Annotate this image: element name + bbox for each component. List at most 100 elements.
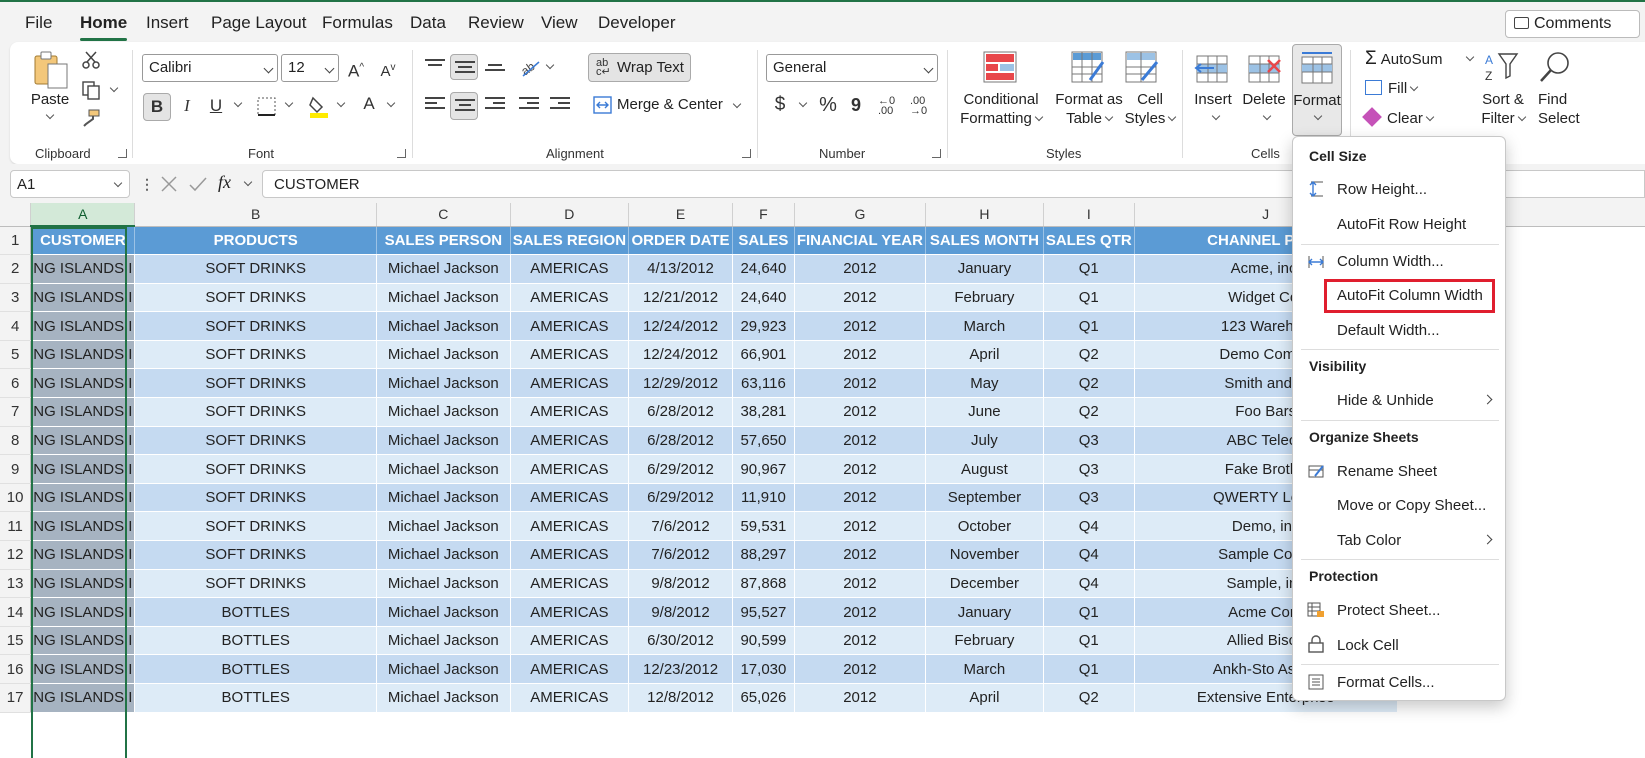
table-cell[interactable]: 12/8/2012 (628, 683, 734, 713)
fill-color-dropdown-icon[interactable] (336, 98, 346, 108)
table-cell[interactable]: Q3 (1043, 426, 1135, 456)
table-cell[interactable]: 2012 (794, 626, 926, 656)
table-cell[interactable]: October (925, 511, 1044, 542)
row-header[interactable]: 9 (0, 454, 32, 484)
table-cell[interactable]: Q2 (1043, 397, 1135, 427)
table-cell[interactable]: August (925, 454, 1044, 484)
table-cell[interactable]: 2012 (794, 368, 926, 399)
orientation-icon[interactable]: ab (519, 56, 543, 78)
column-header[interactable]: B (134, 203, 377, 227)
table-cell[interactable]: 63,116 (732, 368, 795, 399)
table-cell[interactable]: SOFT DRINKS (134, 540, 377, 570)
wrap-text-button[interactable]: ab c↵ Wrap Text (588, 53, 691, 82)
row-header[interactable]: 16 (0, 654, 32, 684)
delete-cells-button[interactable]: Delete (1242, 91, 1286, 108)
number-format-select[interactable]: General (766, 54, 938, 82)
table-cell[interactable]: September (925, 483, 1044, 513)
table-cell[interactable]: SOFT DRINKS (134, 340, 377, 370)
decrease-indent-icon[interactable] (519, 97, 539, 113)
table-cell[interactable]: 11,910 (732, 483, 795, 513)
menu-item-autofit-column-width[interactable]: AutoFit Column Width (1337, 287, 1483, 304)
table-cell[interactable]: NG ISLANDS I (30, 511, 136, 542)
row-header[interactable]: 17 (0, 683, 32, 713)
table-cell[interactable]: 12/21/2012 (628, 283, 734, 313)
row-header[interactable]: 10 (0, 483, 32, 513)
table-cell[interactable]: BOTTLES (134, 683, 377, 713)
table-cell[interactable]: NG ISLANDS I (30, 540, 136, 570)
conditional-formatting-button[interactable]: Conditional Formatting (958, 90, 1044, 128)
table-cell[interactable]: NG ISLANDS I (30, 311, 136, 341)
number-launcher-icon[interactable] (932, 149, 941, 158)
menu-item-column-width[interactable]: Column Width... (1337, 253, 1444, 270)
table-cell[interactable]: January (925, 597, 1044, 627)
table-cell[interactable]: Michael Jackson (376, 454, 511, 484)
header-cell[interactable]: CUSTOMER (30, 226, 136, 256)
font-name-select[interactable]: Calibri (142, 54, 278, 82)
table-cell[interactable]: 6/29/2012 (628, 483, 734, 513)
table-cell[interactable]: 9/8/2012 (628, 569, 734, 599)
find-select-button[interactable]: Find Select (1538, 90, 1580, 128)
row-header[interactable]: 13 (0, 569, 32, 599)
table-cell[interactable]: Michael Jackson (376, 626, 511, 656)
table-cell[interactable]: 12/24/2012 (628, 340, 734, 370)
fill-color-icon[interactable] (308, 94, 330, 118)
table-cell[interactable]: 24,640 (732, 283, 795, 313)
table-cell[interactable]: February (925, 283, 1044, 313)
table-cell[interactable]: 9/8/2012 (628, 597, 734, 627)
align-center-button[interactable] (450, 92, 478, 120)
table-cell[interactable]: 2012 (794, 426, 926, 456)
bold-button[interactable]: B (143, 93, 171, 121)
table-cell[interactable]: Q1 (1043, 654, 1135, 684)
orientation-dropdown-icon[interactable] (545, 60, 555, 70)
table-cell[interactable]: 2012 (794, 397, 926, 427)
table-cell[interactable]: NG ISLANDS I (30, 368, 136, 399)
format-as-table-button[interactable]: Format as Table (1046, 90, 1132, 128)
italic-button[interactable]: I (184, 96, 190, 115)
table-cell[interactable]: 2012 (794, 311, 926, 341)
select-all-corner[interactable] (0, 203, 32, 227)
table-cell[interactable]: July (925, 426, 1044, 456)
table-cell[interactable]: AMERICAS (510, 368, 630, 399)
header-cell[interactable]: SALES MONTH (925, 226, 1044, 256)
tab-insert[interactable]: Insert (146, 13, 189, 32)
table-cell[interactable]: 2012 (794, 569, 926, 599)
format-cells-button[interactable]: Format (1292, 44, 1342, 136)
table-cell[interactable]: SOFT DRINKS (134, 254, 377, 284)
table-cell[interactable]: 90,599 (732, 626, 795, 656)
table-cell[interactable]: April (925, 683, 1044, 713)
table-cell[interactable]: AMERICAS (510, 454, 630, 484)
table-cell[interactable]: AMERICAS (510, 283, 630, 313)
table-cell[interactable]: SOFT DRINKS (134, 569, 377, 599)
copy-icon[interactable] (81, 80, 101, 100)
merge-center-button[interactable]: Merge & Center (593, 96, 723, 114)
table-cell[interactable]: 66,901 (732, 340, 795, 370)
font-color-button[interactable]: A (363, 94, 375, 113)
table-cell[interactable]: 6/29/2012 (628, 454, 734, 484)
menu-item-protect-sheet[interactable]: Protect Sheet... (1337, 602, 1441, 619)
table-cell[interactable]: NG ISLANDS I (30, 597, 136, 627)
tab-view[interactable]: View (541, 13, 578, 32)
table-cell[interactable]: Michael Jackson (376, 397, 511, 427)
table-cell[interactable]: 7/6/2012 (628, 540, 734, 570)
header-cell[interactable]: PRODUCTS (134, 226, 377, 256)
column-header[interactable]: C (376, 203, 511, 227)
table-cell[interactable]: 88,297 (732, 540, 795, 570)
table-cell[interactable]: NG ISLANDS I (30, 569, 136, 599)
row-header[interactable]: 8 (0, 426, 32, 456)
table-cell[interactable]: 2012 (794, 683, 926, 713)
borders-icon[interactable] (257, 97, 276, 116)
table-cell[interactable]: Michael Jackson (376, 311, 511, 341)
sort-filter-button[interactable]: Sort & Filter (1476, 90, 1530, 128)
align-middle-button[interactable] (450, 54, 478, 80)
header-cell[interactable]: SALES REGION (510, 226, 630, 256)
table-cell[interactable]: 2012 (794, 597, 926, 627)
currency-dropdown-icon[interactable] (798, 98, 808, 108)
table-cell[interactable]: 24,640 (732, 254, 795, 284)
header-cell[interactable]: ORDER DATE (628, 226, 734, 256)
table-cell[interactable]: AMERICAS (510, 683, 630, 713)
table-cell[interactable]: November (925, 540, 1044, 570)
header-cell[interactable]: SALES QTR (1043, 226, 1135, 256)
table-cell[interactable]: 6/28/2012 (628, 397, 734, 427)
align-top-icon[interactable] (425, 59, 445, 75)
menu-item-tab-color[interactable]: Tab Color (1337, 532, 1402, 549)
